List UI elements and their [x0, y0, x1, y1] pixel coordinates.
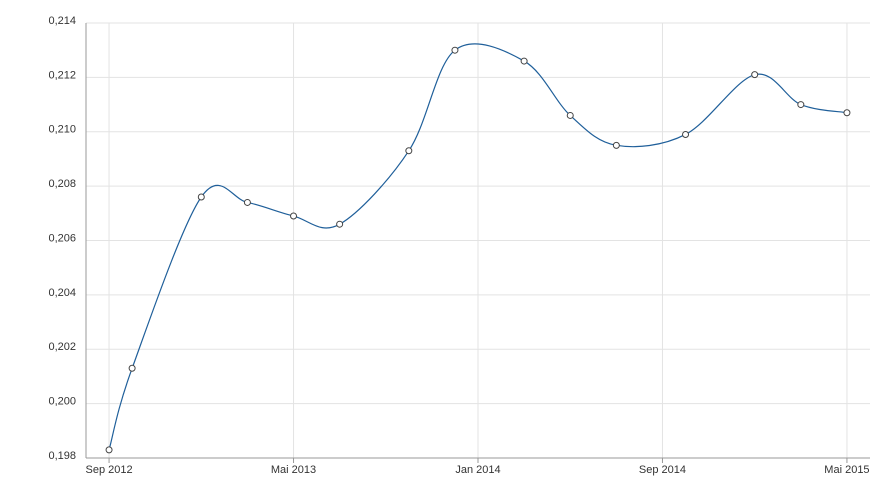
point — [405, 147, 413, 155]
point — [128, 364, 136, 372]
point — [197, 193, 205, 201]
point — [751, 71, 759, 79]
y-tick-label: 0,210 — [48, 124, 76, 136]
x-tick-label: Sep 2014 — [639, 464, 686, 476]
x-tick-label: Sep 2012 — [86, 464, 133, 476]
point — [105, 446, 113, 454]
x-tick-label: Jan 2014 — [455, 464, 500, 476]
y-tick-label: 0,206 — [48, 232, 76, 244]
point — [336, 220, 344, 228]
y-tick-label: 0,202 — [48, 341, 76, 353]
point — [797, 101, 805, 109]
y-tick-label: 0,208 — [48, 178, 76, 190]
point — [451, 46, 459, 54]
point — [566, 111, 574, 119]
point — [290, 212, 298, 220]
point — [843, 109, 851, 117]
y-tick-label: 0,200 — [48, 396, 76, 408]
x-tick-label: Mai 2015 — [824, 464, 869, 476]
y-tick-label: 0,214 — [48, 15, 76, 27]
point — [243, 198, 251, 206]
point — [520, 57, 528, 65]
y-tick-label: 0,198 — [48, 450, 76, 462]
point — [682, 130, 690, 138]
point — [612, 141, 620, 149]
y-tick-label: 0,212 — [48, 69, 76, 81]
y-tick-label: 0,204 — [48, 287, 76, 299]
x-tick-label: Mai 2013 — [271, 464, 316, 476]
